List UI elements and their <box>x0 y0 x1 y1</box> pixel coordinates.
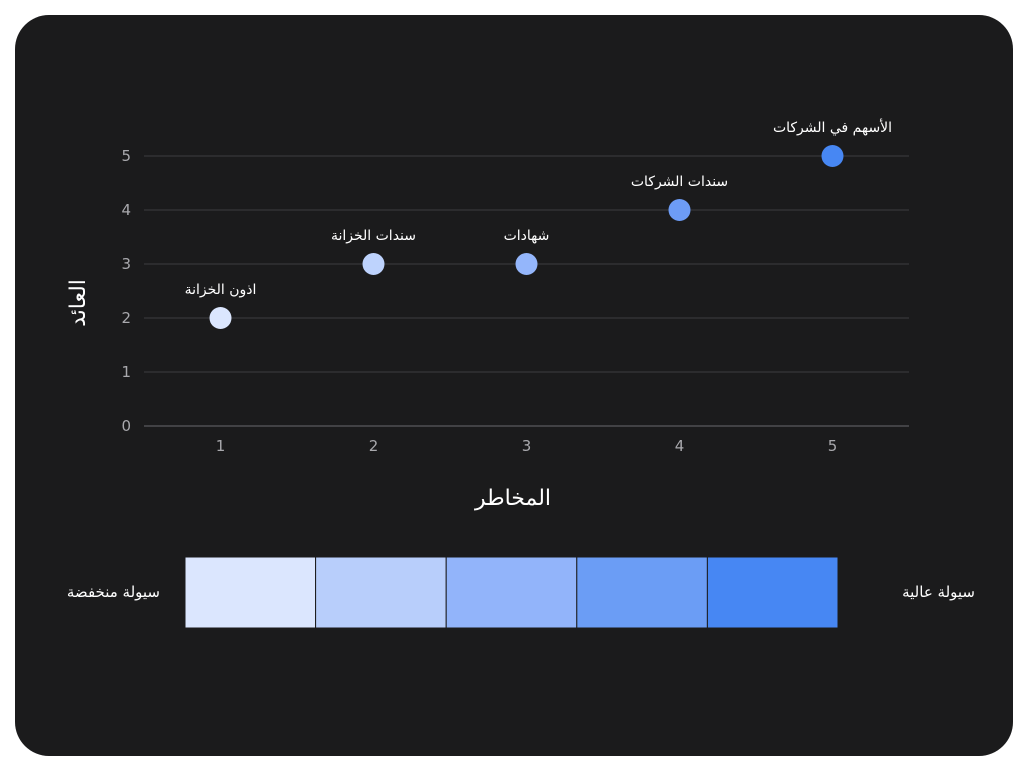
data-point-label: شهادات <box>504 228 550 244</box>
grid-lines <box>144 155 909 427</box>
legend-swatch <box>315 556 447 629</box>
data-point[interactable] <box>209 307 232 329</box>
x-tick-label: 4 <box>675 437 685 455</box>
y-tick-label: 2 <box>121 309 131 327</box>
y-axis-title: العائد <box>66 279 91 327</box>
legend-swatch <box>706 556 839 629</box>
risk-return-scatter-chart: 0 1 2 3 4 5 1 2 3 4 5 المخاطر العائد اذون الخزانة… <box>66 118 975 629</box>
legend-high-label: سيولة عالية <box>902 583 975 601</box>
liquidity-color-legend: سيولة منخفضة سيولة عالية <box>67 556 975 629</box>
data-point[interactable] <box>821 145 844 167</box>
legend-swatch <box>184 556 317 629</box>
data-point[interactable] <box>515 253 538 275</box>
x-axis-ticks: 1 2 3 4 5 <box>216 437 838 455</box>
x-tick-label: 3 <box>522 437 532 455</box>
data-point[interactable] <box>668 199 691 221</box>
data-point-label: الأسهم في الشركات <box>773 118 892 136</box>
y-axis-ticks: 0 1 2 3 4 5 <box>121 147 131 435</box>
x-tick-label: 5 <box>828 437 838 455</box>
x-axis-title: المخاطر <box>474 486 551 511</box>
data-point[interactable] <box>362 253 385 275</box>
y-tick-label: 1 <box>121 363 131 381</box>
y-tick-label: 3 <box>121 255 131 273</box>
chart-card: 0 1 2 3 4 5 1 2 3 4 5 المخاطر العائد اذون الخزانة… <box>15 15 1013 756</box>
data-points: اذون الخزانة سندات الخزانة شهادات سندات الش… <box>185 118 892 329</box>
y-tick-label: 5 <box>121 147 131 165</box>
y-tick-label: 0 <box>121 417 131 435</box>
legend-low-label: سيولة منخفضة <box>67 583 160 601</box>
x-tick-label: 2 <box>369 437 379 455</box>
data-point-label: سندات الخزانة <box>331 228 416 244</box>
y-tick-label: 4 <box>121 201 131 219</box>
x-tick-label: 1 <box>216 437 226 455</box>
legend-swatch <box>576 556 708 629</box>
data-point-label: سندات الشركات <box>631 174 728 190</box>
data-point-label: اذون الخزانة <box>185 282 257 298</box>
legend-swatch <box>445 556 578 629</box>
